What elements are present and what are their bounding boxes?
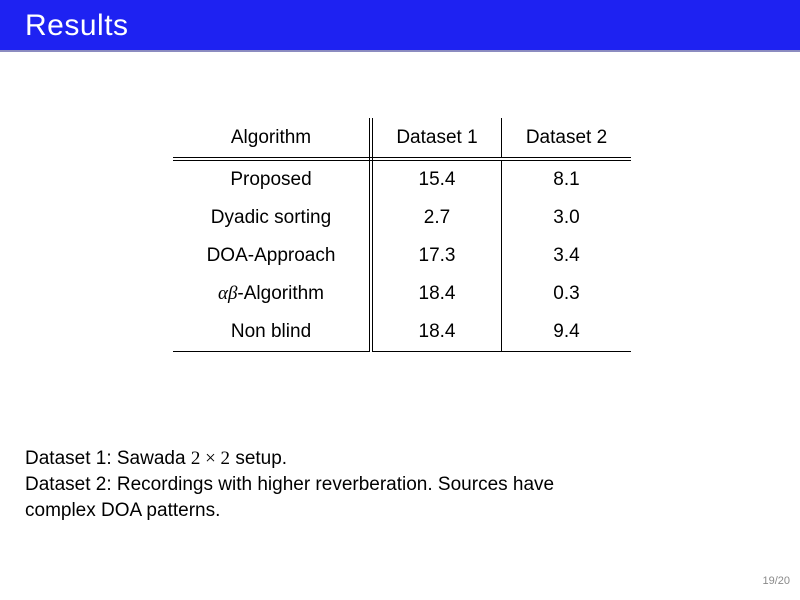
column-header-dataset2: Dataset 2: [501, 118, 631, 161]
cell-dataset1-value: 15.4: [371, 159, 502, 199]
table-header-row: Algorithm Dataset 1 Dataset 2: [173, 118, 631, 161]
cell-dataset2-value: 9.4: [501, 313, 631, 352]
algorithm-label: Non blind: [230, 321, 312, 342]
note-dataset2-line2: complex DOA patterns.: [25, 500, 221, 521]
cell-algorithm: αβ-Algorithm: [173, 275, 373, 313]
table-row: DOA-Approach 17.3 3.4: [173, 237, 631, 275]
cell-dataset2-value: 8.1: [553, 169, 580, 190]
results-table: Algorithm Dataset 1 Dataset 2 Proposed 1…: [173, 118, 631, 352]
column-header-algorithm: Algorithm: [173, 118, 373, 161]
algorithm-label: Proposed: [230, 169, 312, 190]
title-banner: Results: [0, 0, 800, 52]
note-dataset1: Dataset 1: Sawada 2 × 2 setup.: [25, 446, 715, 472]
note-dataset2-line1: Dataset 2: Recordings with higher reverb…: [25, 474, 555, 495]
algorithm-label: DOA-Approach: [206, 245, 336, 266]
algorithm-label: -Algorithm: [237, 283, 324, 304]
table-row: Non blind 18.4 9.4: [173, 313, 631, 352]
cell-algorithm: DOA-Approach: [173, 237, 373, 275]
cell-dataset2-value: 3.0: [553, 207, 580, 228]
cell-dataset1-value: 2.7: [371, 199, 502, 237]
table-row: Proposed 15.4 8.1: [173, 159, 631, 199]
note-dataset1-math: 2 × 2: [190, 448, 231, 469]
table-row: Dyadic sorting 2.7 3.0: [173, 199, 631, 237]
note-dataset1-prefix: Dataset 1: Sawada: [25, 448, 191, 469]
greek-alphabeta-label: αβ: [217, 283, 238, 304]
note-dataset1-suffix: setup.: [230, 448, 288, 469]
algorithm-label: Dyadic sorting: [210, 207, 332, 228]
slide-title: Results: [25, 9, 129, 42]
cell-dataset2-value: 3.4: [553, 245, 580, 266]
cell-dataset1-value: 18.4: [371, 275, 502, 313]
dataset-notes: Dataset 1: Sawada 2 × 2 setup. Dataset 2…: [25, 446, 715, 524]
cell-dataset1-value: 17.3: [371, 237, 502, 275]
column-header-dataset1: Dataset 1: [371, 118, 502, 161]
cell-algorithm: Dyadic sorting: [173, 199, 373, 237]
cell-dataset2-value: 0.3: [553, 283, 580, 304]
cell-algorithm: Proposed: [173, 159, 373, 199]
cell-dataset1-value: 18.4: [371, 313, 502, 352]
page-number: 19/20: [762, 575, 790, 587]
cell-algorithm: Non blind: [173, 313, 373, 352]
table-row: αβ-Algorithm 18.4 0.3: [173, 275, 631, 313]
